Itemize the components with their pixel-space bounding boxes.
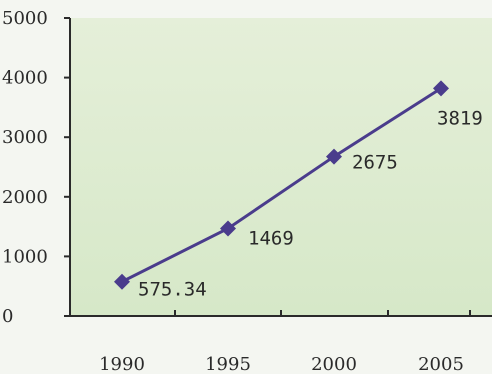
x-tick-label: 2000 (311, 354, 357, 374)
data-point-marker (220, 220, 236, 237)
data-point-marker (114, 273, 130, 290)
series-line (114, 80, 449, 290)
axes (64, 17, 492, 317)
series-path (121, 87, 442, 284)
y-tick-label: 2000 (2, 187, 48, 208)
data-label: 3819 (437, 107, 483, 129)
data-point-marker (326, 148, 342, 165)
y-tick-label: 4000 (2, 68, 48, 89)
tick-labels: 0 1000 2000 3000 4000 5000 1990 1995 2000 2005 (2, 8, 464, 374)
x-tick-label: 1990 (99, 354, 145, 374)
data-label: 575.34 (138, 279, 207, 301)
y-tick-label: 5000 (2, 8, 48, 29)
data-labels: 575.34 1469 2675 3819 (138, 107, 483, 300)
y-tick-label: 0 (2, 306, 13, 327)
y-tick-label: 3000 (2, 127, 48, 148)
x-tick-label: 1995 (205, 354, 251, 374)
plot-area (70, 18, 492, 316)
data-label: 1469 (248, 227, 294, 249)
data-label: 2675 (352, 152, 398, 174)
data-point-marker (433, 80, 449, 97)
y-tick-label: 1000 (2, 246, 48, 267)
x-tick-label: 2005 (418, 354, 464, 374)
